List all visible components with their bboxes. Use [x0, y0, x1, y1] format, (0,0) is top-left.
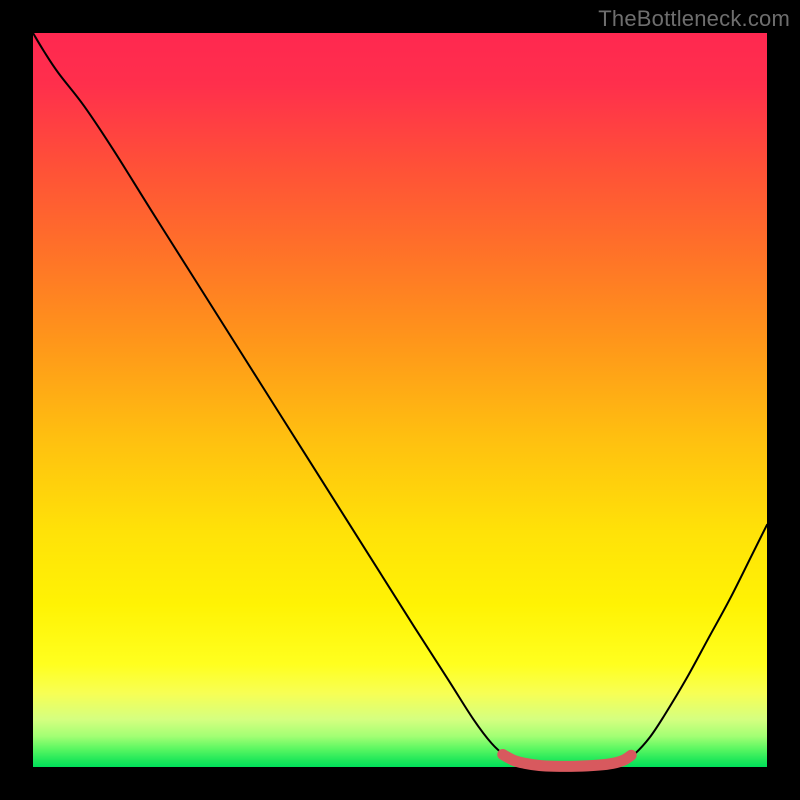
bottleneck-chart: [0, 0, 800, 800]
plot-background: [33, 33, 767, 767]
chart-canvas: TheBottleneck.com: [0, 0, 800, 800]
attribution-label: TheBottleneck.com: [598, 6, 790, 32]
